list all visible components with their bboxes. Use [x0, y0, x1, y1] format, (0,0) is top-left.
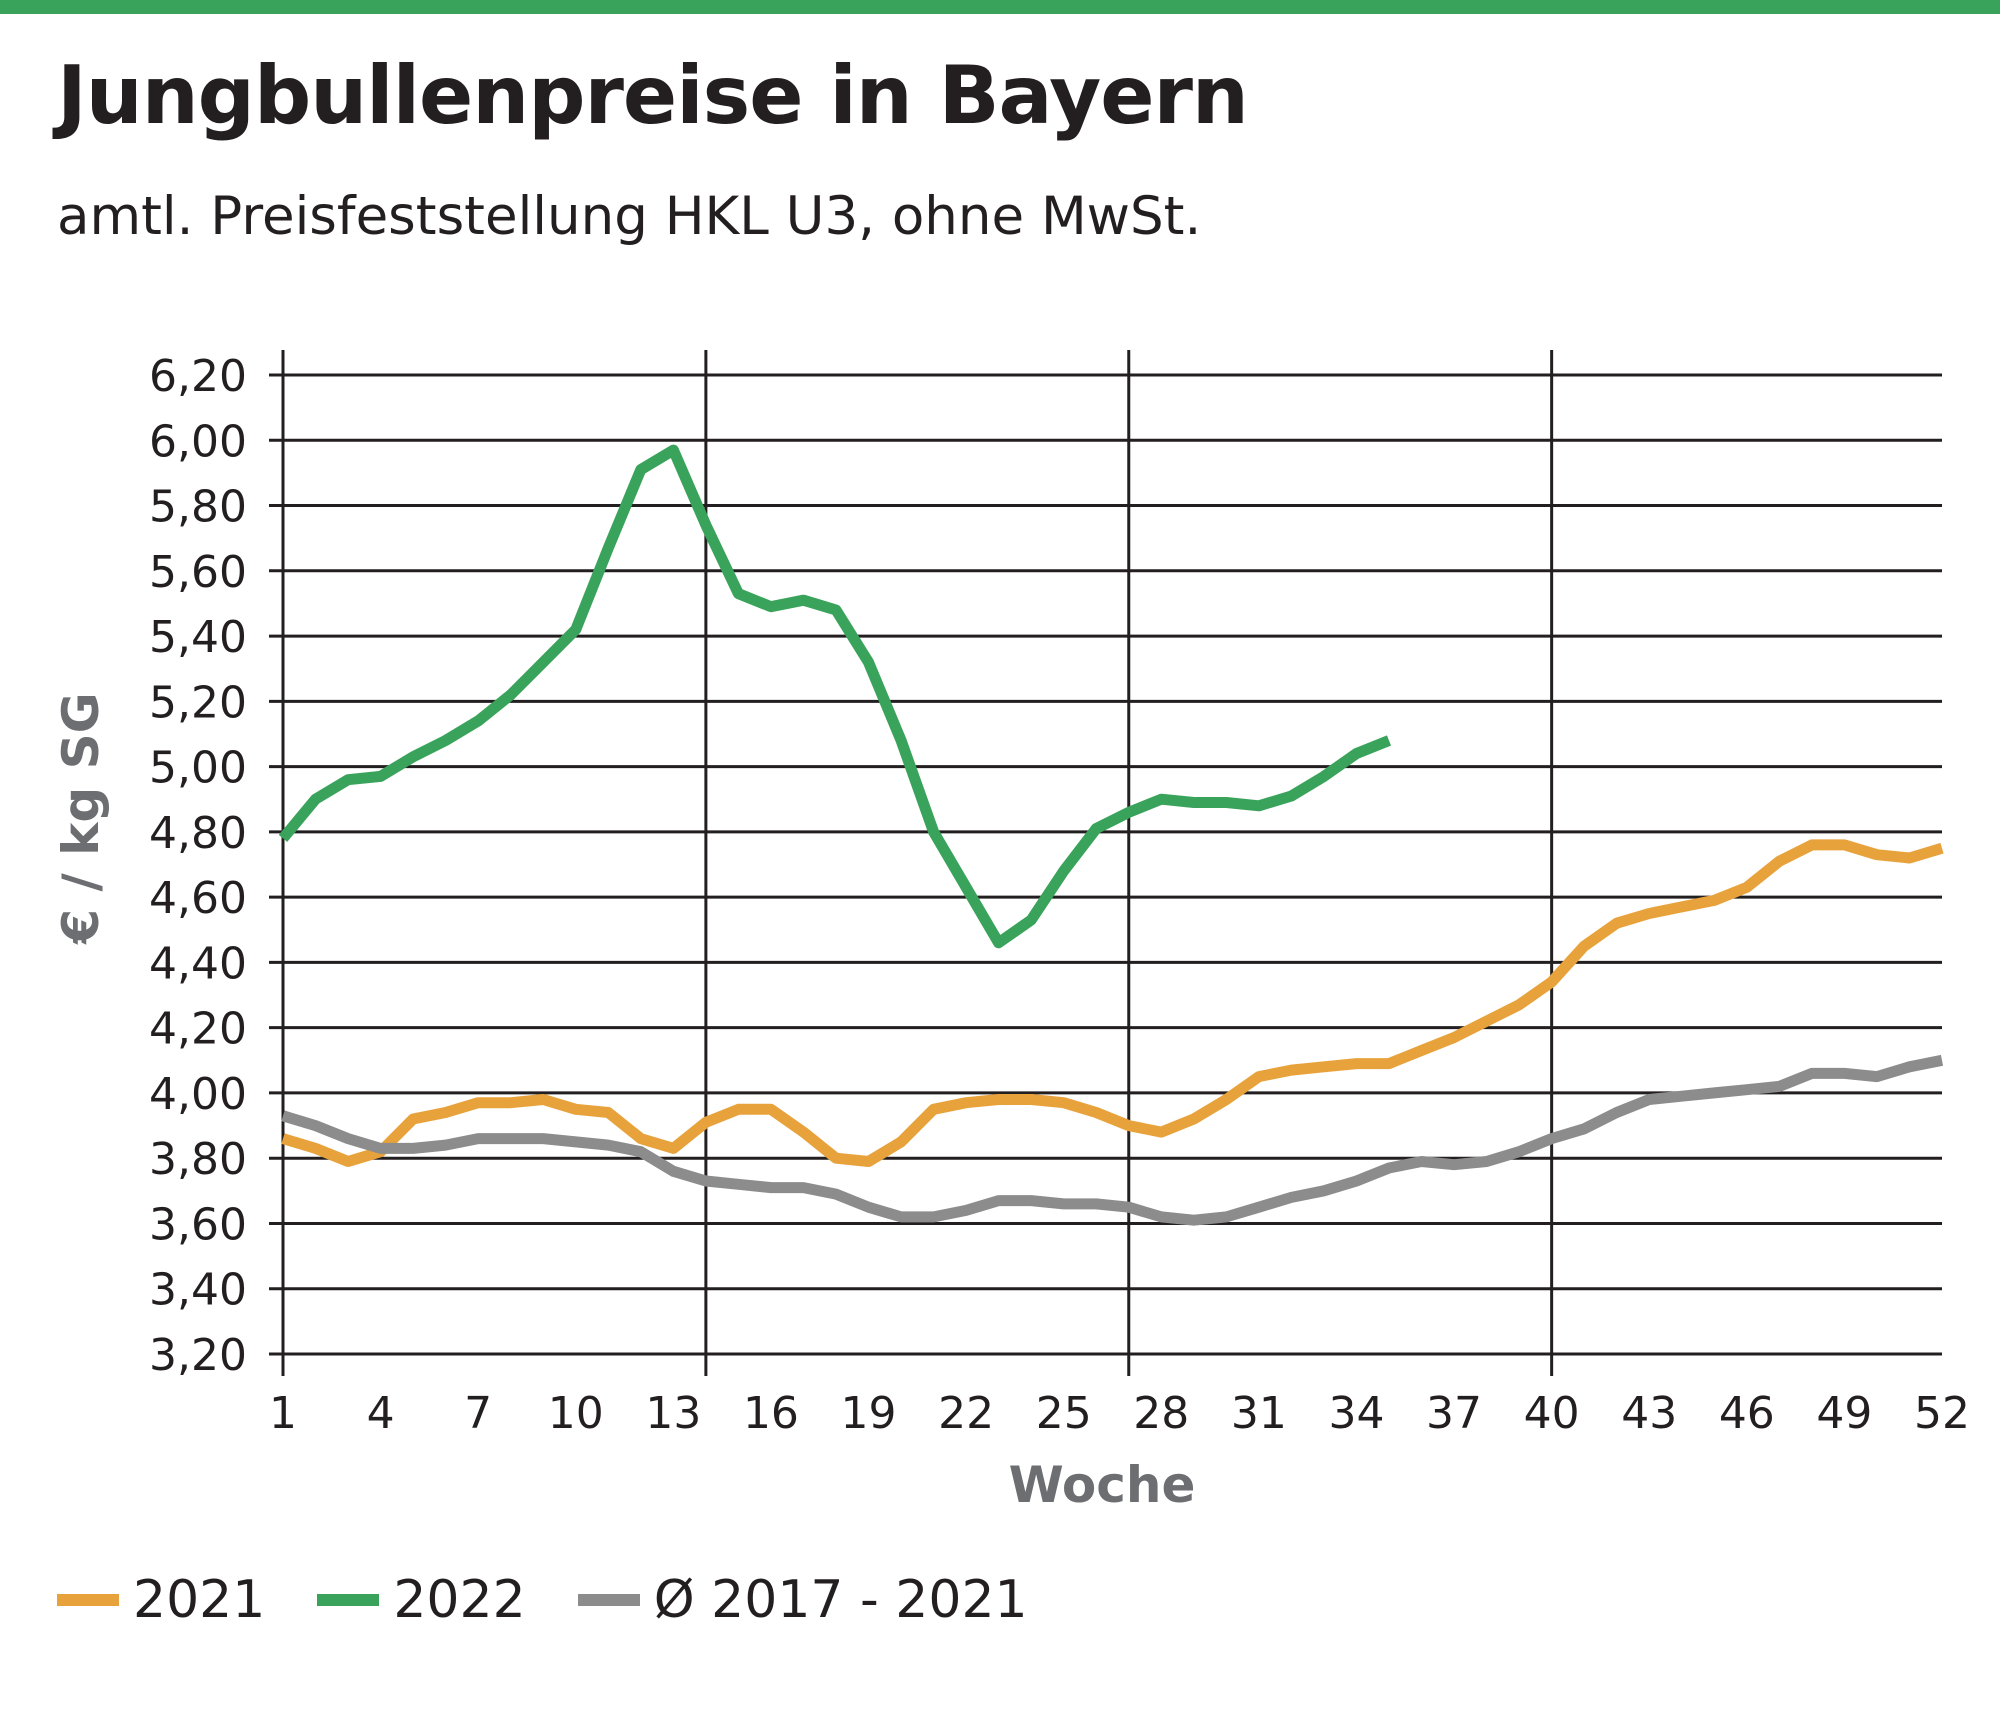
x-tick-label: 43 [1621, 1388, 1677, 1439]
y-tick-label: 4,20 [149, 1004, 247, 1055]
series-lines [278, 444, 1944, 1226]
x-tick-label: 46 [1719, 1388, 1775, 1439]
x-axis-label: Woche [1009, 1456, 1196, 1514]
chart-subtitle: amtl. Preisfeststellung HKL U3, ohne MwS… [57, 186, 1202, 247]
y-tick-label: 6,20 [149, 351, 247, 402]
legend-item-average: Ø 2017 - 2021 [577, 1570, 1028, 1630]
y-tick-label: 3,80 [149, 1134, 247, 1185]
x-tick-label: 28 [1133, 1388, 1189, 1439]
x-tick-label: 52 [1914, 1388, 1970, 1439]
y-axis-label: € / kg SG [52, 692, 110, 944]
top-accent-bar [0, 0, 2000, 14]
x-tick-label: 16 [743, 1388, 799, 1439]
legend: 2021 2022 Ø 2017 - 2021 [57, 1570, 1080, 1630]
y-tick-label: 4,80 [149, 808, 247, 859]
legend-item-2021: 2021 [57, 1570, 265, 1630]
legend-swatch-2022 [317, 1594, 380, 1606]
x-tick-label: 34 [1328, 1388, 1384, 1439]
x-tick-label: 19 [841, 1388, 897, 1439]
x-tick-label: 37 [1426, 1388, 1482, 1439]
series-line-2021 [281, 839, 1944, 1167]
y-axis-ticks: 6,20 6,00 5,80 5,60 5,40 5,20 5,00 4,80 4,60 4,40… [149, 351, 247, 1381]
legend-swatch-2021 [57, 1594, 119, 1606]
series-line-2022 [278, 444, 1392, 949]
x-tick-label: 4 [367, 1388, 395, 1439]
x-axis-ticks: 1 4 7 10 13 16 19 22 25 28 31 34 37 40 43 46 49 52 [269, 1388, 1970, 1439]
x-tick-label: 40 [1524, 1388, 1580, 1439]
y-tick-label: 6,00 [149, 416, 247, 467]
x-tick-label: 25 [1036, 1388, 1092, 1439]
x-tick-label: 10 [548, 1388, 604, 1439]
y-tick-label: 3,60 [149, 1199, 247, 1250]
y-tick-label: 5,60 [149, 547, 247, 598]
x-tick-label: 31 [1231, 1388, 1287, 1439]
y-tick-label: 4,00 [149, 1069, 247, 1120]
series-line-2017-2021 [281, 1054, 1944, 1226]
y-tick-label: 3,20 [149, 1330, 247, 1381]
legend-item-2022: 2022 [317, 1570, 526, 1630]
grid [269, 350, 1942, 1376]
y-tick-label: 5,80 [149, 482, 247, 533]
x-tick-label: 13 [645, 1388, 701, 1439]
x-tick-label: 22 [938, 1388, 994, 1439]
y-tick-label: 5,40 [149, 612, 247, 663]
x-tick-label: 7 [464, 1388, 492, 1439]
chart-title: Jungbullenpreise in Bayern [57, 49, 1249, 142]
legend-label-average: Ø 2017 - 2021 [653, 1570, 1028, 1630]
line-chart: 6,20 6,00 5,80 5,60 5,40 5,20 5,00 4,80 4,60 4,40… [52, 350, 1970, 1514]
y-tick-label: 4,40 [149, 938, 247, 989]
legend-swatch-average [577, 1594, 640, 1606]
y-tick-label: 5,00 [149, 743, 247, 794]
y-tick-label: 5,20 [149, 677, 247, 728]
y-tick-label: 4,60 [149, 873, 247, 924]
legend-label-2021: 2021 [133, 1570, 266, 1630]
x-tick-label: 1 [269, 1388, 297, 1439]
legend-label-2022: 2022 [393, 1570, 526, 1630]
y-tick-label: 3,40 [149, 1265, 247, 1316]
x-tick-label: 49 [1816, 1388, 1872, 1439]
